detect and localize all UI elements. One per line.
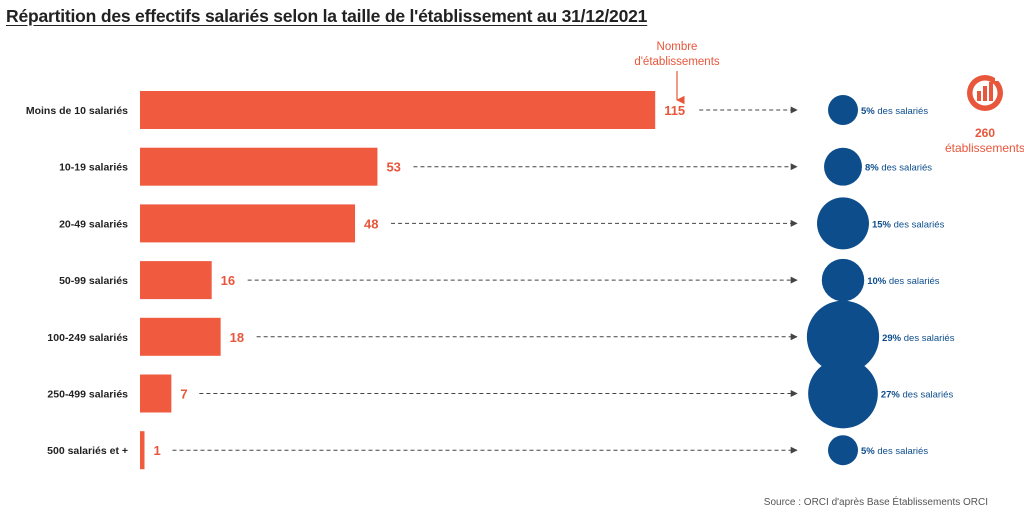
bar-value-label: 115 <box>664 103 685 118</box>
total-value: 260 <box>974 126 996 140</box>
category-label: 20-49 salariés <box>59 218 128 230</box>
category-label: Moins de 10 salariés <box>26 105 128 117</box>
source-note: Source : ORCI d'après Base Établissement… <box>763 497 988 508</box>
employee-share-label: 5% des salariés <box>861 446 928 457</box>
category-label: 250-499 salariés <box>47 389 128 401</box>
bar <box>140 317 221 356</box>
category-label: 50-99 salariés <box>59 275 128 287</box>
category-label: 500 salariés et + <box>47 445 128 457</box>
bar <box>140 374 172 413</box>
employee-share-bubble <box>828 435 858 466</box>
total-establishments: 260 établissements <box>940 126 1024 156</box>
bar <box>140 261 212 300</box>
employee-share-label: 27% des salariés <box>881 390 954 401</box>
bar-value-label: 18 <box>230 330 244 345</box>
employee-share-label: 5% des salariés <box>861 106 928 117</box>
bar-value-label: 1 <box>153 443 160 458</box>
employee-share-label: 15% des salariés <box>872 219 945 230</box>
employee-share-label: 10% des salariés <box>867 276 940 287</box>
bar-value-label: 48 <box>364 216 378 231</box>
employee-share-bubble <box>806 300 880 373</box>
bar-legend-label: Nombre d'établissements <box>618 40 736 70</box>
bar <box>140 147 378 186</box>
employee-share-bubble <box>824 147 862 186</box>
bar-value-label: 53 <box>386 160 400 175</box>
category-label: 100-249 salariés <box>47 332 128 344</box>
employee-share-label: 29% des salariés <box>882 333 955 344</box>
category-label: 10-19 salariés <box>59 162 128 174</box>
bar-chart-circle-icon <box>967 71 1003 111</box>
bar <box>140 431 145 470</box>
legend-line-2: d'établissements <box>634 56 720 68</box>
legend-line-1: Nombre <box>656 41 698 53</box>
employee-share-bubble <box>808 358 878 429</box>
total-label: établissements <box>944 141 1024 155</box>
employee-share-bubble <box>817 197 869 250</box>
employee-share-bubble <box>828 95 858 125</box>
bar-value-label: 7 <box>180 387 187 402</box>
employee-share-bubble <box>821 258 865 302</box>
chart-title: Répartition des effectifs salariés selon… <box>6 6 648 26</box>
bar <box>140 91 656 129</box>
bar-value-label: 16 <box>221 273 235 288</box>
employee-share-label: 8% des salariés <box>865 163 932 174</box>
bar <box>140 204 356 243</box>
